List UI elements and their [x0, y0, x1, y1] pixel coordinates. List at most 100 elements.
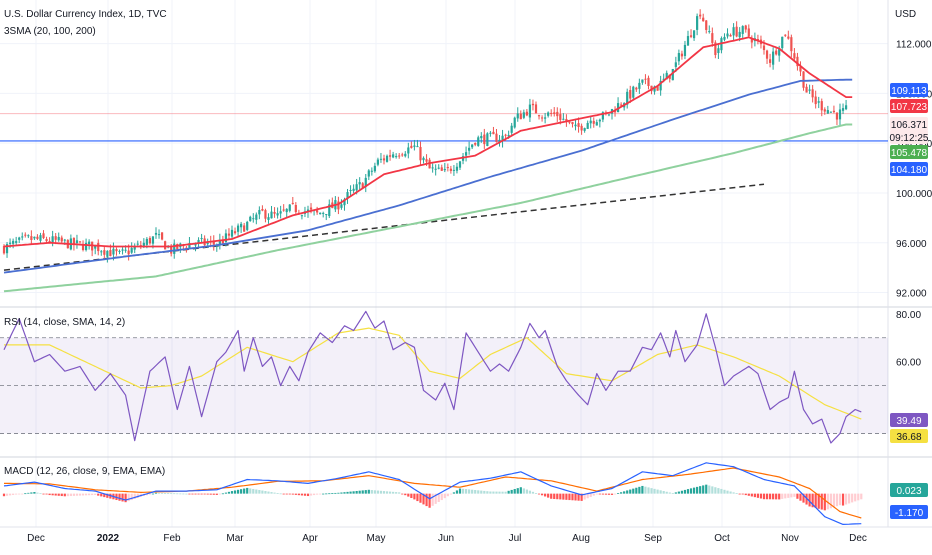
macd-histogram-bar [203, 493, 206, 495]
candle-body [388, 155, 392, 157]
macd-histogram-bar [489, 491, 492, 494]
macd-histogram-bar [711, 486, 714, 494]
candle-body [583, 128, 586, 131]
price-badge[interactable]: 0.023 [890, 483, 928, 497]
macd-histogram-bar [616, 493, 620, 494]
rsi-tick-label: 80.00 [896, 310, 921, 321]
candle [157, 229, 161, 239]
candle-body [568, 121, 571, 123]
candle-body [246, 221, 249, 230]
candle [793, 48, 796, 62]
time-tick-label: Jun [438, 533, 454, 544]
price-badge[interactable]: 106.371 [890, 117, 928, 131]
candle-body [504, 134, 507, 136]
candle [696, 13, 699, 36]
macd-histogram-bar [702, 485, 705, 494]
macd-histogram-bar [613, 493, 617, 495]
price-badge-text: -1.170 [895, 508, 924, 519]
candle [154, 227, 158, 239]
candle-body [410, 145, 413, 148]
candle-body [115, 249, 118, 252]
macd-histogram-bar [434, 493, 437, 504]
price-badge[interactable]: 105.478 [890, 145, 928, 159]
candle [452, 165, 456, 176]
candle-body [176, 243, 179, 250]
candle [768, 53, 772, 68]
price-badge[interactable]: 09:12:25 [890, 130, 929, 144]
candle-body [258, 210, 261, 215]
macd-histogram-bar [750, 493, 753, 497]
macd-histogram-bar [623, 491, 626, 494]
macd-histogram-bar [382, 491, 386, 494]
macd-signal-line[interactable] [4, 467, 862, 519]
macd-histogram-bar [668, 492, 671, 494]
candle-body [352, 188, 355, 191]
macd-histogram-bar [276, 493, 279, 494]
sma100-line[interactable] [3, 78, 853, 274]
candle-body [562, 118, 565, 120]
candle-body [689, 35, 693, 37]
price-badge[interactable]: 36.68 [890, 429, 928, 443]
sma-legend[interactable]: 3SMA (20, 100, 200) [4, 26, 96, 37]
sma200-line[interactable] [3, 123, 853, 293]
candle-body [273, 212, 276, 214]
macd-histogram-bar [656, 489, 659, 494]
macd-histogram-bar [124, 493, 127, 503]
candle-body [194, 243, 197, 246]
macd-line[interactable] [3, 462, 862, 525]
candle [477, 135, 480, 147]
candle-body [674, 62, 677, 67]
macd-histogram-bar [182, 493, 185, 495]
macd-histogram-bar [81, 493, 85, 496]
macd-histogram-bar [851, 493, 854, 503]
candle [130, 242, 133, 254]
candle-body [218, 239, 221, 245]
macd-histogram-bar [331, 493, 334, 494]
candle-body [468, 147, 471, 151]
candle [437, 164, 440, 170]
price-badge[interactable]: 107.723 [890, 99, 928, 113]
candle [699, 9, 702, 20]
price-badge[interactable]: -1.170 [890, 505, 928, 519]
candle [173, 239, 176, 259]
candle [416, 139, 419, 148]
candle-body [577, 123, 580, 127]
candle [407, 142, 410, 159]
candle-body [94, 244, 97, 249]
trendline[interactable] [3, 183, 765, 271]
macd-histogram-bar [814, 493, 817, 509]
rsi-line[interactable] [3, 310, 862, 444]
candle [595, 119, 598, 126]
candle [346, 188, 349, 204]
candle-body [632, 86, 635, 98]
macd-histogram-bar [772, 493, 775, 500]
candle-body [483, 134, 486, 145]
candle [805, 83, 808, 93]
macd-histogram-bar [388, 491, 392, 494]
macd-legend[interactable]: MACD (12, 26, close, 9, EMA, EMA) [4, 466, 166, 477]
candle-body [507, 134, 510, 137]
macd-histogram-bar [574, 493, 577, 501]
macd-histogram-bar [492, 491, 495, 494]
candle-body [294, 205, 297, 213]
candle-body [316, 210, 319, 213]
candle-body [63, 239, 66, 241]
macd-histogram-bar [525, 489, 528, 494]
price-badge-text: 106.371 [891, 120, 928, 131]
macd-histogram-bar [586, 493, 589, 499]
macd-histogram-bar [446, 493, 449, 497]
candle-body [24, 234, 27, 236]
price-badge[interactable]: 109.113 [890, 83, 928, 97]
macd-histogram-bar [607, 493, 611, 495]
candle [823, 107, 826, 115]
macd-histogram-bar [395, 492, 398, 494]
candle [820, 98, 823, 117]
price-badge[interactable]: 39.49 [890, 413, 928, 427]
price-badge[interactable]: 104.180 [890, 162, 928, 176]
macd-histogram-bar [735, 493, 738, 494]
candle-body [164, 241, 167, 250]
sma20-line[interactable] [3, 36, 853, 248]
macd-histogram [2, 484, 863, 511]
rsi-legend[interactable]: RSI (14, close, SMA, 14, 2) [4, 317, 126, 328]
